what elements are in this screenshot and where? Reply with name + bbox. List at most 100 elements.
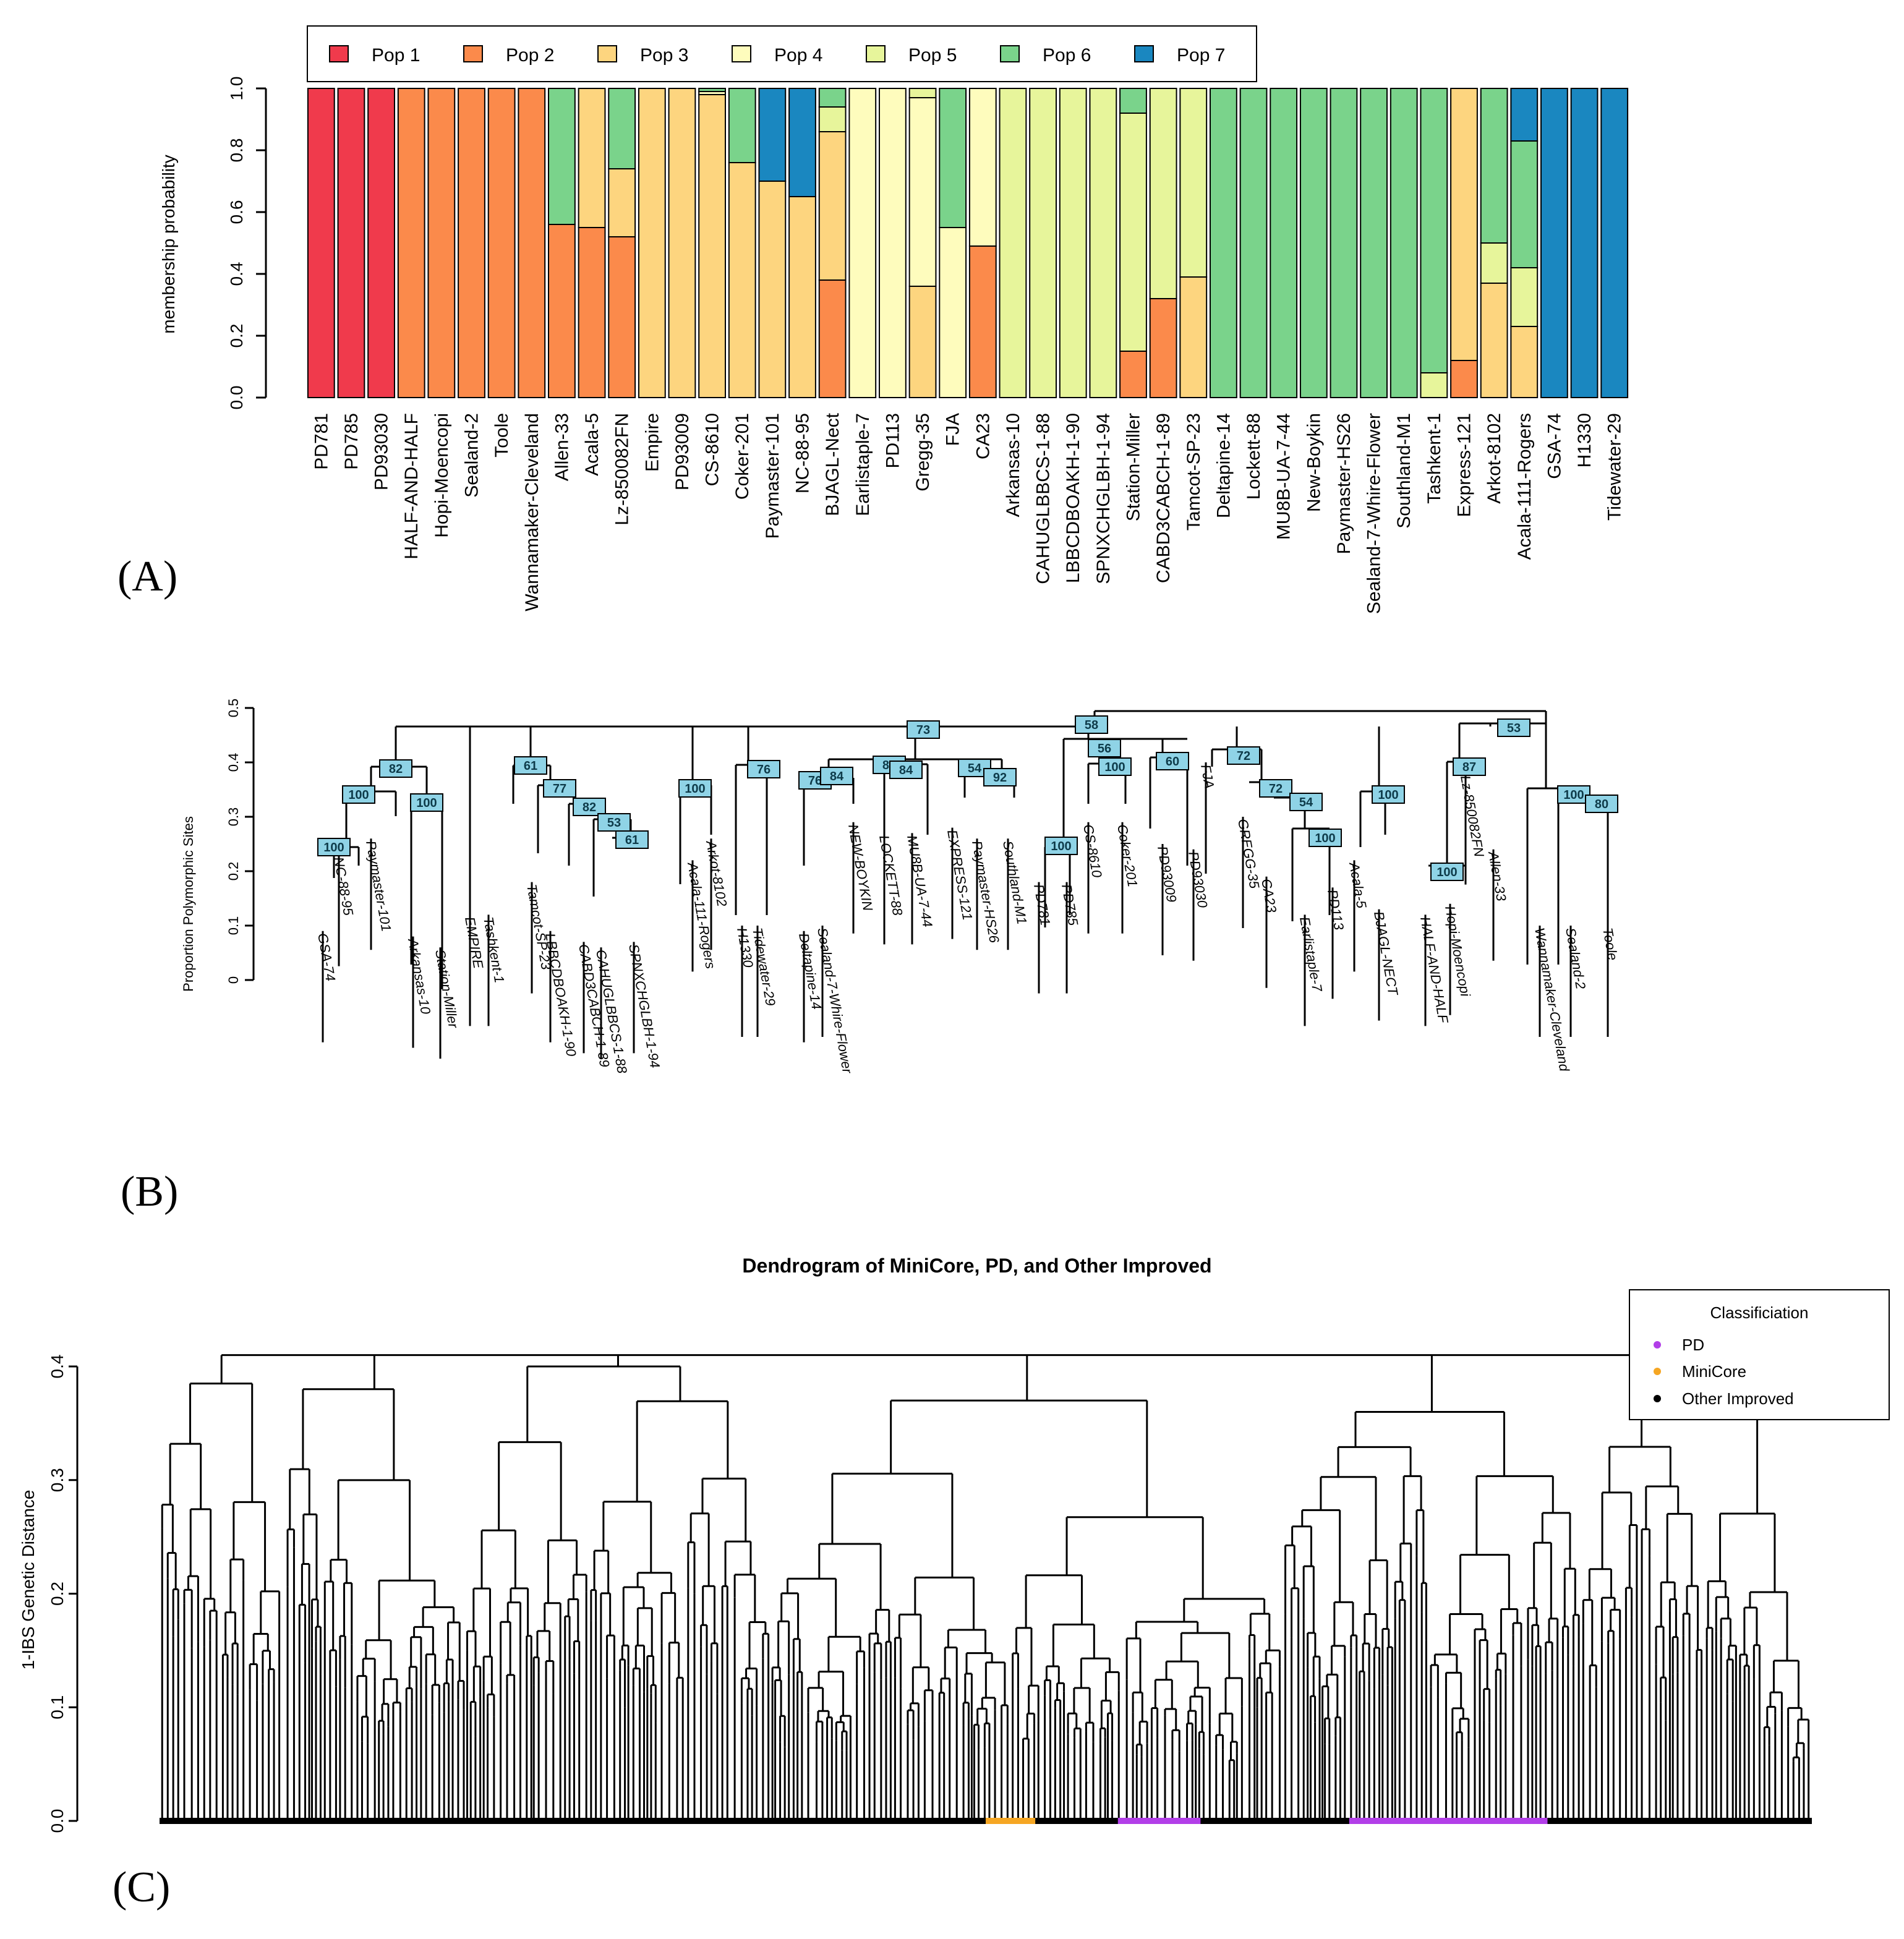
bar-station-miller-pop-2: [1119, 351, 1147, 398]
bootstrap-box-8: [615, 830, 649, 849]
category-label-acala-111-rogers: Acala-111-Rogers: [1514, 413, 1535, 560]
category-label-bjagl-nect: BJAGL-Nect: [822, 412, 843, 516]
bootstrap-box-19: [1098, 757, 1132, 776]
bar-lz-850082fn-pop-6: [608, 88, 636, 169]
bar-fja-pop-4: [939, 227, 967, 398]
bar-bjagl-nect-pop-6: [818, 88, 847, 108]
bootstrap-box-22: [1259, 779, 1292, 798]
bar-arkot-8102-pop-5: [1480, 242, 1508, 284]
panel-c-dendrogram: Dendrogram of MiniCore, PD, and Other Im…: [19, 1255, 1890, 1911]
bar-pd785-pop-1: [337, 88, 365, 398]
bar-tamcot-sp-23-pop-5: [1179, 88, 1208, 278]
panel-c-y-axis: 0.0 0.1 0.2 0.3 0.4: [48, 1355, 79, 1833]
bootstrap-value-20: 60: [1166, 755, 1179, 769]
leaf-label-paymaster-101: Paymaster-101: [363, 840, 394, 933]
leaf-label-allen-33: Allen-33: [1485, 849, 1509, 903]
bar-paymaster-hs26-pop-6: [1330, 88, 1358, 398]
bar-deltapine-14-pop-6: [1210, 88, 1237, 398]
bootstrap-value-31: 100: [1563, 788, 1584, 802]
legend-swatch-pop-3: [597, 45, 617, 62]
leaf-marker-strip-pd-2: [1349, 1818, 1548, 1824]
legend-other-improved-marker: [1654, 1395, 1661, 1402]
panel-b-y-axis-label: Proportion Polymorphic Sites: [181, 816, 196, 992]
bar-coker-201-pop-6: [728, 88, 756, 163]
panel-b-y-tick-label: 0.5: [226, 699, 241, 718]
bar-tidewater-29-pop-7: [1600, 88, 1629, 398]
legend-label-pop-7: Pop 7: [1177, 45, 1225, 66]
bootstrap-box-2: [379, 759, 412, 778]
bar-toole-pop-2: [487, 88, 516, 398]
bar-bjagl-nect-pop-3: [818, 131, 847, 281]
bootstrap-value-11: 76: [808, 774, 822, 788]
bar-empire-pop-3: [638, 88, 666, 398]
bar-allen-33-pop-6: [548, 88, 576, 225]
panel-c-label: (C): [113, 1864, 170, 1911]
panel-c-leaf-markers: [160, 1818, 1812, 1824]
leaf-label-ca23: CA23: [1258, 877, 1279, 914]
bar-gregg-35-pop-5: [908, 88, 937, 98]
bar-southland-m1-pop-6: [1390, 88, 1418, 398]
category-label-h1330: H1330: [1574, 413, 1595, 467]
leaf-label-mu8b-ua-7-44: MU8B-UA-7-44: [904, 834, 936, 928]
leaf-label-lz-850082fn: Lz-850082FN: [1458, 774, 1487, 858]
bootstrap-box-20: [1156, 752, 1189, 770]
bootstrap-value-25: 73: [916, 723, 930, 737]
bootstrap-box-26: [1075, 715, 1108, 734]
bar-arkot-8102-pop-6: [1480, 88, 1508, 244]
legend-swatch-pop-2: [463, 45, 483, 62]
category-label-express-121: Express-121: [1454, 413, 1475, 517]
panel-b-y-tick-label: 0.3: [226, 808, 241, 827]
bar-arkansas-10-pop-5: [999, 88, 1027, 398]
category-label-fja: FJA: [943, 413, 963, 446]
leaf-label-gsa-74: GSA-74: [315, 932, 338, 982]
legend-pd-label: PD: [1682, 1336, 1704, 1354]
legend-swatch-pop-6: [1000, 45, 1020, 62]
panel-a-legend: Pop 1 Pop 2 Pop 3 Pop 4 Pop 5 Pop 6 Pop 7: [307, 25, 1257, 82]
leaf-marker-strip-minicore-0: [986, 1818, 1036, 1824]
panel-a-y-tick-label: 0.4: [227, 262, 246, 286]
bootstrap-box-9: [678, 779, 712, 798]
bar-lockett-88-pop-6: [1239, 88, 1268, 398]
bar-tashkent-1-pop-5: [1420, 372, 1448, 398]
legend-swatch-pop-7: [1134, 45, 1154, 62]
bootstrap-value-4: 61: [524, 759, 537, 773]
bar-nc-88-95-pop-7: [788, 88, 816, 197]
leaf-label-nc-88-95: NC-88-95: [331, 856, 356, 917]
panel-c-legend-box: [1629, 1289, 1890, 1420]
bar-mu8b-ua-7-44-pop-6: [1270, 88, 1298, 398]
bar-ca23-pop-2: [968, 245, 997, 398]
bootstrap-box-12: [820, 767, 853, 785]
panel-c-legend: Classificiation PD MiniCore Other Improv…: [1629, 1289, 1890, 1420]
bootstrap-value-28: 100: [1437, 866, 1457, 879]
bootstrap-box-21: [1227, 746, 1260, 765]
panel-b-label: (B): [121, 1168, 178, 1216]
category-label-pd781: PD781: [311, 413, 331, 470]
category-label-wannamaker-cleveland: Wannamaker-Cleveland: [522, 413, 542, 612]
category-label-deltapine-14: Deltapine-14: [1213, 413, 1234, 518]
legend-label-pop-6: Pop 6: [1043, 45, 1091, 66]
bootstrap-value-12: 84: [830, 770, 844, 783]
bar-tamcot-sp-23-pop-3: [1179, 276, 1208, 398]
bar-acala-5-pop-3: [578, 88, 606, 228]
leaf-label-pd785: PD785: [1059, 883, 1081, 927]
category-label-mu8b-ua-7-44: MU8B-UA-7-44: [1274, 413, 1294, 540]
bootstrap-box-7: [597, 813, 631, 832]
bar-acala-5-pop-2: [578, 227, 606, 398]
bootstrap-value-15: 54: [968, 762, 982, 775]
panel-a-y-tick-label: 0.8: [227, 138, 246, 163]
category-label-pd93030: PD93030: [372, 413, 392, 490]
leaf-label-paymaster-hs26: Paymaster-HS26: [969, 840, 1002, 945]
bar-acala-111-rogers-pop-6: [1510, 140, 1539, 268]
bar-arkot-8102-pop-3: [1480, 283, 1508, 398]
category-label-pd785: PD785: [341, 413, 362, 470]
legend-minicore-marker: [1654, 1368, 1661, 1375]
panel-c-y-axis-label: 1-IBS Genetic Distance: [19, 1489, 38, 1669]
bar-bjagl-nect-pop-5: [818, 106, 847, 132]
bar-cahuglbbcs-1-88-pop-5: [1029, 88, 1057, 398]
legend-swatch-pop-4: [732, 45, 751, 62]
leaf-label-cs-8610: CS-8610: [1080, 823, 1105, 879]
bootstrap-box-30: [1497, 718, 1530, 737]
category-label-pd93009: PD93009: [672, 413, 693, 490]
bootstrap-box-25: [907, 720, 940, 739]
leaf-label-toole: Toole: [1600, 927, 1621, 962]
